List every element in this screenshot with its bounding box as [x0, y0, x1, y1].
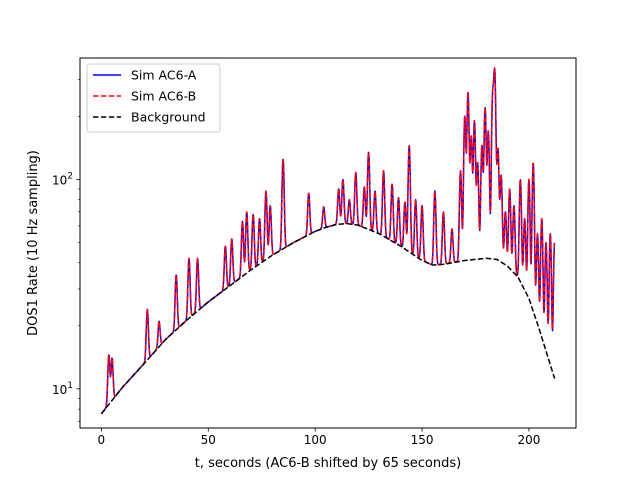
x-tick-label: 150: [411, 433, 434, 447]
y-tick-exponent: 2: [67, 171, 73, 181]
y-axis-label: DOS1 Rate (10 Hz sampling): [26, 150, 41, 336]
y-tick-label: 101: [52, 381, 73, 397]
y-tick-base: 10: [52, 383, 67, 397]
legend-box: [86, 63, 221, 133]
series-layer: [100, 67, 556, 415]
legend-label: Sim AC6-A: [131, 68, 197, 83]
y-tick-base: 10: [52, 173, 67, 187]
x-tick-label: 100: [304, 433, 327, 447]
x-axis-label: t, seconds (AC6-B shifted by 65 seconds): [195, 456, 461, 471]
y-tick-label: 102: [52, 171, 73, 187]
legend-label: Background: [131, 110, 206, 125]
legend-label: Sim AC6-B: [131, 89, 196, 104]
y-tick-exponent: 1: [67, 381, 73, 391]
x-tick-label: 0: [98, 433, 106, 447]
x-tick-label: 50: [201, 433, 216, 447]
x-tick-label: 200: [518, 433, 541, 447]
legend: Sim AC6-A Sim AC6-B Background: [86, 63, 221, 133]
x-axis: 0 50 100 150 200: [98, 428, 541, 447]
axes-frame: [79, 57, 577, 429]
series-line-background: [100, 222, 556, 415]
